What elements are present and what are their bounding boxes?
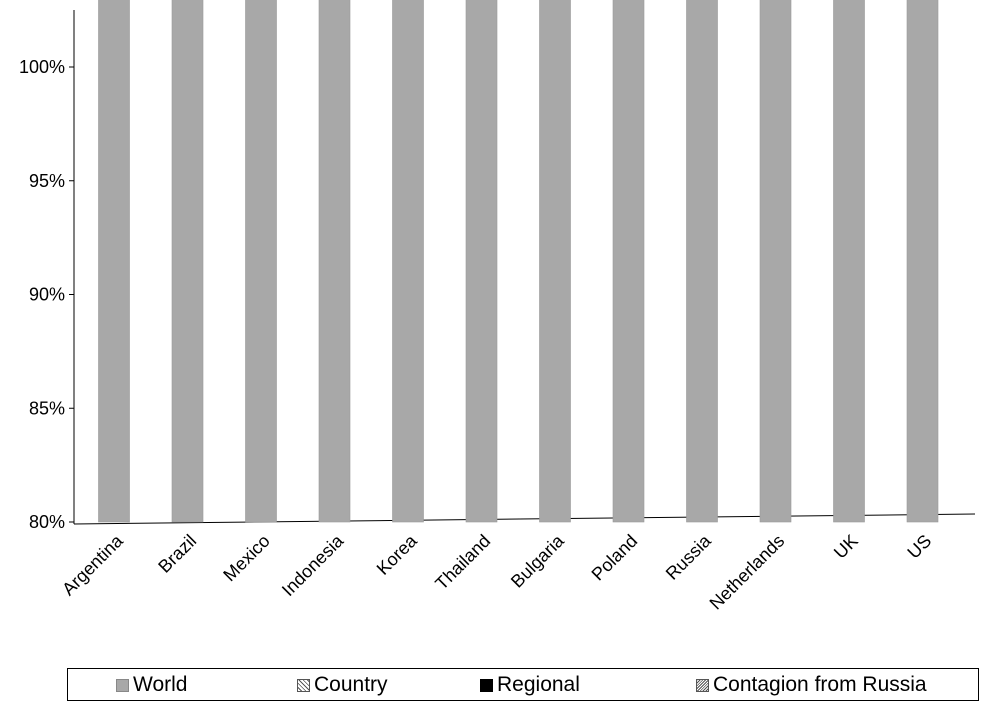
- legend-item-world: World: [116, 673, 187, 697]
- legend-swatch-contagion: [696, 678, 709, 692]
- bar-world-korea: [392, 0, 424, 523]
- x-tick-label: Mexico: [219, 531, 273, 585]
- legend-swatch-country: [297, 678, 310, 692]
- x-tick-label: Brazil: [154, 531, 200, 577]
- bar-world-us: [906, 0, 939, 523]
- y-tick-label: 80%: [29, 512, 65, 532]
- legend-item-regional: Regional: [480, 673, 580, 697]
- x-tick-label: Korea: [373, 530, 422, 579]
- x-tick-label: US: [903, 531, 935, 563]
- x-tick-label: Poland: [588, 531, 642, 585]
- bar-world-russia: [686, 0, 718, 523]
- bars: [98, 0, 939, 523]
- bar-world-uk: [833, 0, 865, 523]
- x-tick-label: Netherlands: [706, 531, 789, 614]
- bar-world-mexico: [245, 0, 277, 523]
- legend-label-contagion: Contagion from Russia: [713, 673, 927, 696]
- y-tick-label: 85%: [29, 398, 65, 418]
- y-tick-label: 95%: [29, 171, 65, 191]
- legend-label-world: World: [133, 673, 188, 696]
- legend-item-contagion: Contagion from Russia: [696, 673, 927, 697]
- x-tick-label: Bulgaria: [507, 530, 569, 592]
- bar-world-indonesia: [318, 0, 351, 523]
- x-tick-label: Russia: [662, 530, 716, 584]
- x-tick-label: Indonesia: [278, 530, 348, 600]
- legend-label-country: Country: [314, 673, 388, 696]
- legend-item-country: Country: [297, 673, 388, 697]
- legend-label-regional: Regional: [497, 673, 580, 696]
- axes: [73, 10, 976, 525]
- bar-world-netherlands: [759, 0, 792, 523]
- y-axis-ticks: 80% 85% 90% 95% 100%: [19, 57, 74, 532]
- bar-world-poland: [612, 0, 645, 523]
- x-tick-label: Argentina: [58, 530, 127, 599]
- y-tick-label: 100%: [19, 57, 65, 77]
- x-axis-line: [73, 513, 976, 525]
- legend-swatch-regional: [480, 678, 493, 692]
- x-tick-label: Thailand: [431, 531, 494, 594]
- bar-world-brazil: [171, 0, 204, 523]
- bar-world-argentina: [98, 0, 130, 523]
- x-axis-labels: Argentina Brazil Mexico Indonesia Korea Thail…: [58, 530, 935, 613]
- bar-world-thailand: [465, 0, 498, 523]
- x-tick-label: UK: [830, 531, 862, 563]
- legend-swatch-world: [116, 678, 129, 692]
- legend: World Country Regional Contagion from Ru…: [67, 668, 979, 701]
- y-tick-label: 90%: [29, 285, 65, 305]
- bar-world-bulgaria: [539, 0, 571, 523]
